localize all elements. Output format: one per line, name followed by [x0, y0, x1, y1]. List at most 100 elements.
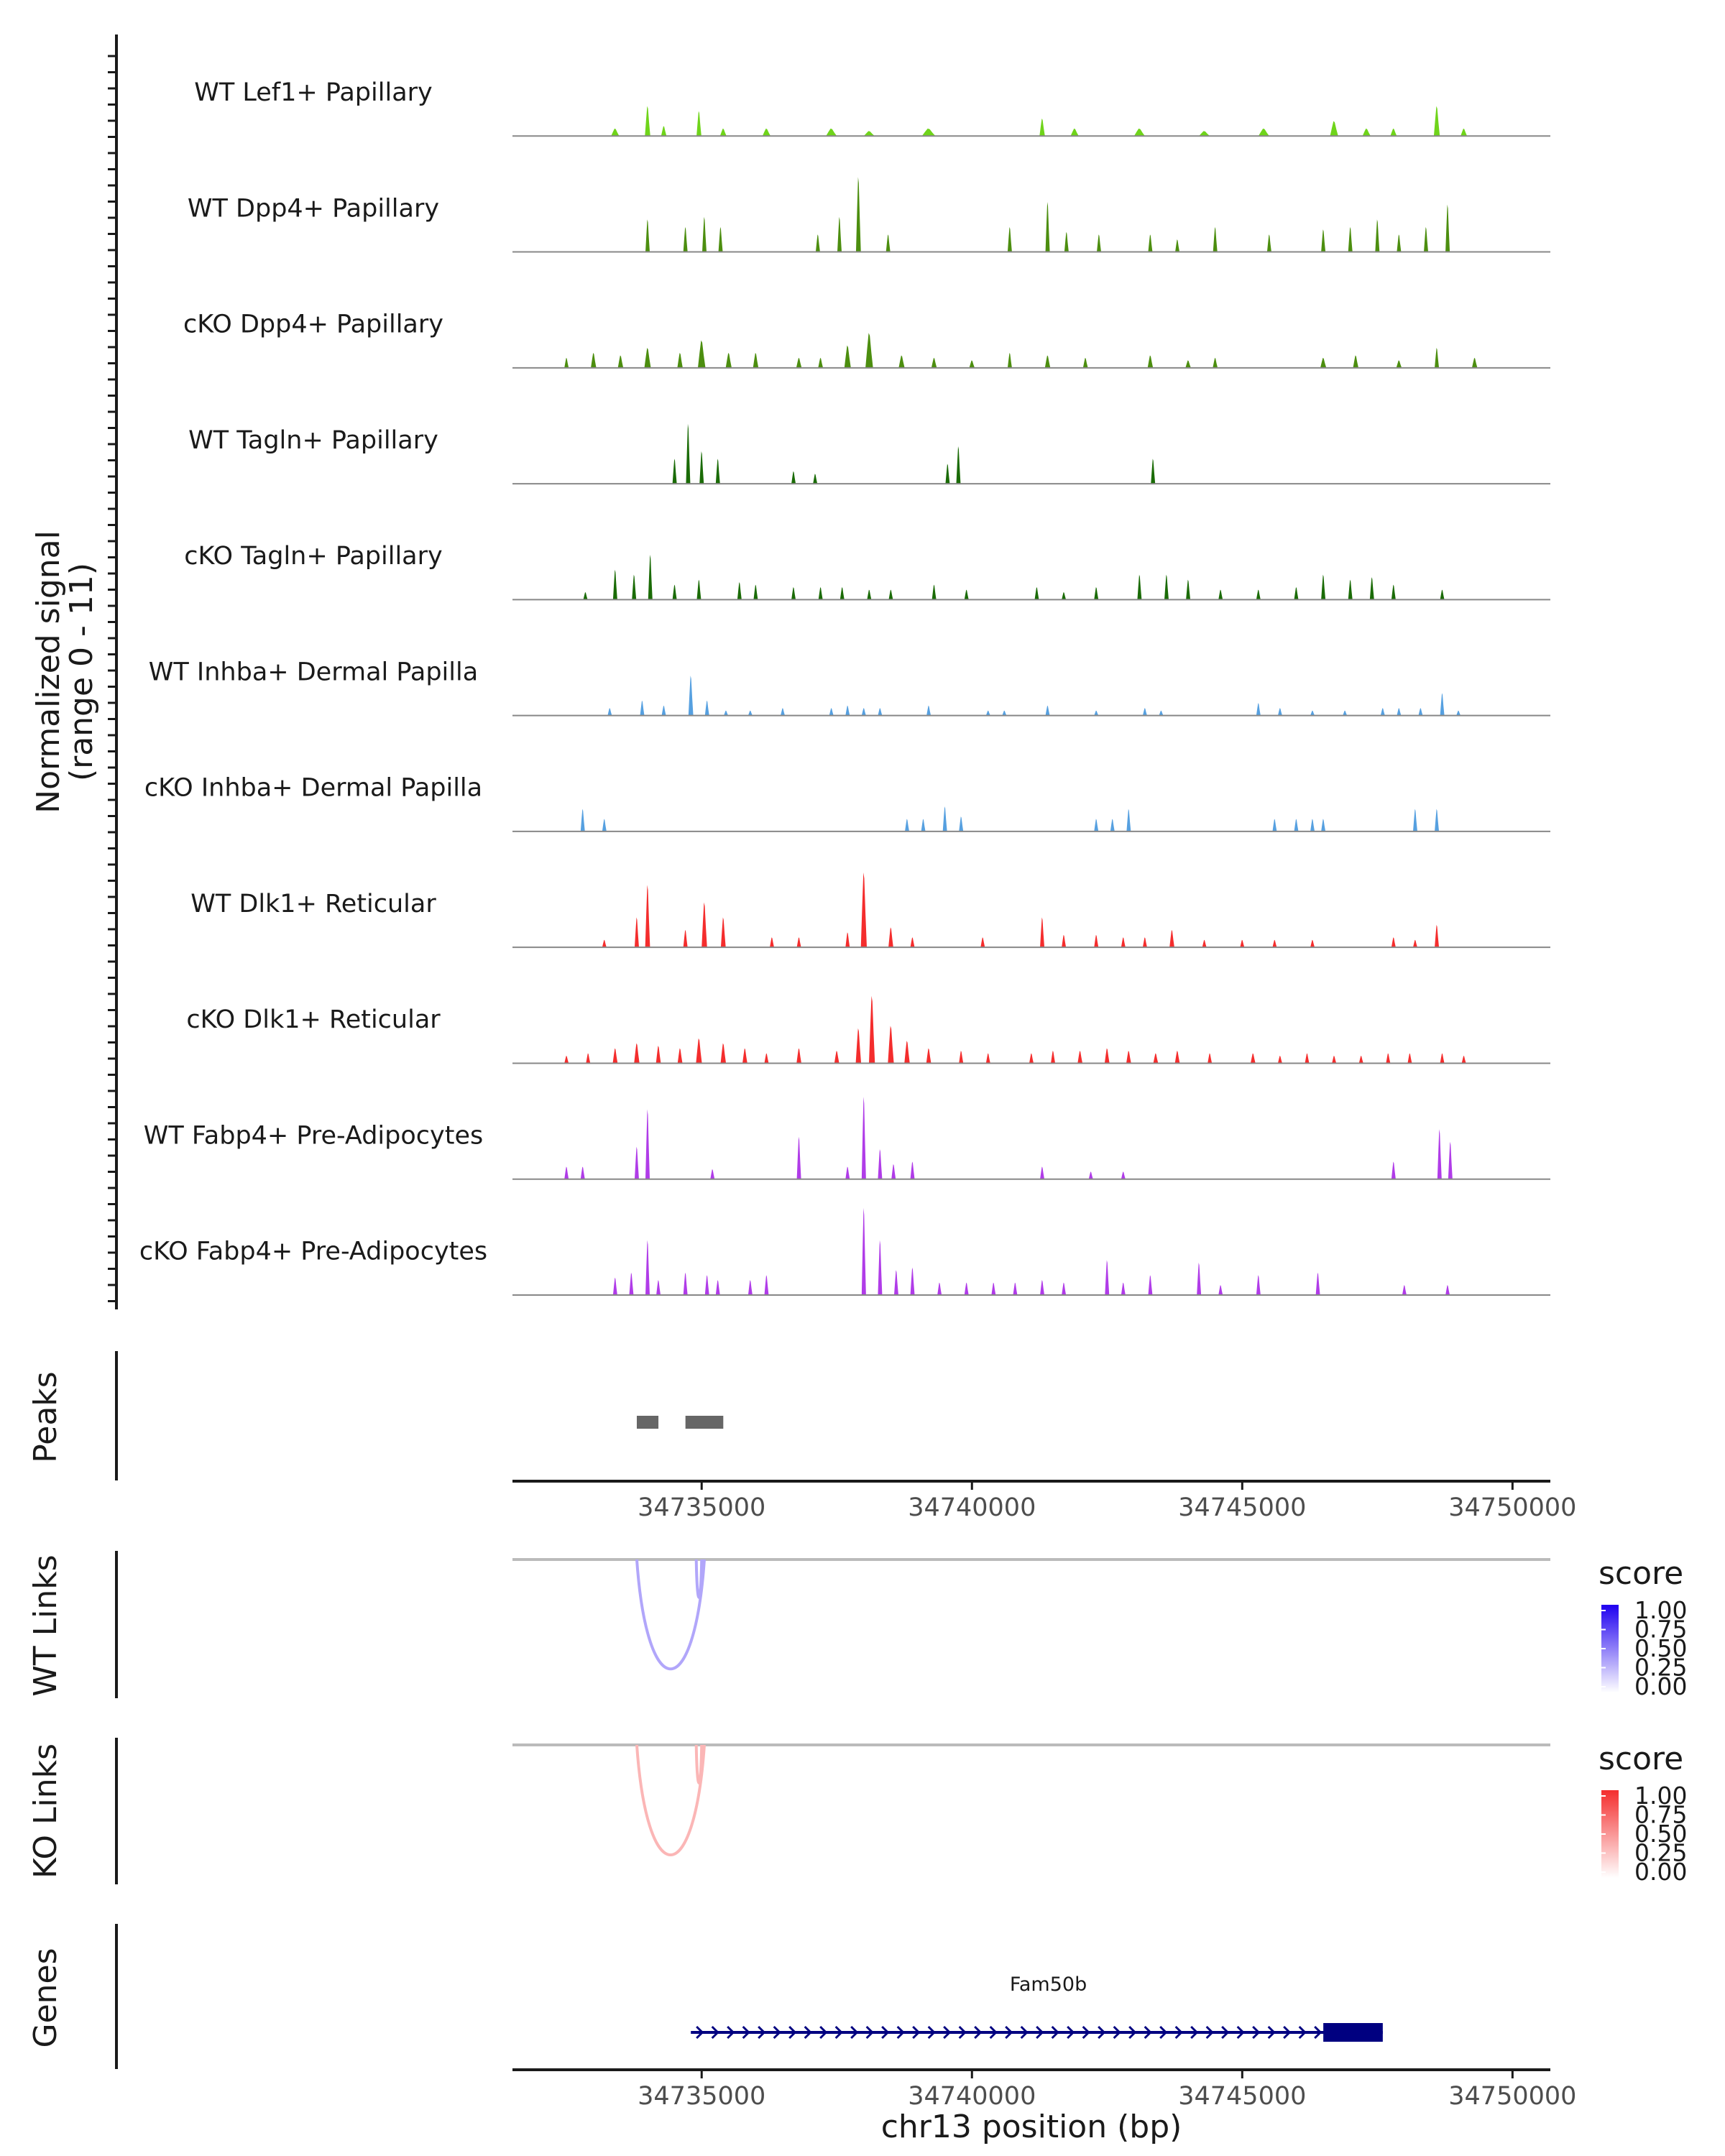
coverage-peak	[611, 128, 620, 137]
strand-chevron	[1020, 2025, 1029, 2040]
coverage-peak	[753, 352, 759, 368]
track-label: WT Tagln+ Papillary	[188, 426, 438, 455]
coverage-peak	[764, 1053, 769, 1064]
strand-chevron	[819, 2025, 828, 2040]
coverage-peak	[644, 348, 651, 368]
strand-chevron	[834, 2025, 843, 2040]
coverage-peak	[1002, 710, 1007, 716]
link-arc	[694, 1744, 704, 1784]
strand-chevron	[711, 2025, 719, 2040]
coverage-peak	[1094, 934, 1099, 948]
legend-tick-label: 0.75	[1634, 1801, 1687, 1829]
track-wt-tagln-papillary: WT Tagln+ Papillary	[188, 423, 1550, 485]
coverage-peak	[1082, 357, 1088, 368]
coverage-peak	[699, 451, 704, 484]
coverage-peak	[564, 357, 569, 368]
coverage-peak	[688, 676, 694, 716]
strand-chevron	[1067, 2025, 1075, 2040]
coverage-peak	[602, 939, 607, 948]
legend-tick-label: 0.25	[1634, 1839, 1687, 1867]
coverage-peak	[1039, 118, 1045, 137]
coverage-peak	[1418, 708, 1423, 716]
coverage-peak	[834, 1051, 840, 1064]
x-axis-top-ticks: 34735000 34740000 34745000 34750000	[638, 1481, 1576, 1522]
coverage-peak	[1256, 1275, 1261, 1295]
coverage-peak	[1321, 819, 1326, 831]
coverage-peak	[583, 591, 588, 600]
coverage-peak	[855, 1028, 862, 1064]
coverage-peak	[1121, 937, 1126, 948]
strand-chevron	[1113, 2025, 1121, 2040]
strand-chevron	[1174, 2025, 1183, 2040]
strand-chevron	[912, 2025, 921, 2040]
coverage-peak	[1435, 924, 1440, 948]
coverage-peak	[704, 700, 709, 716]
legend-tick-label: 1.00	[1634, 1596, 1687, 1624]
strand-chevron	[1221, 2025, 1230, 2040]
ko-links-legend: score 1.000.750.500.250.00	[1598, 1741, 1687, 1886]
strand-chevron	[974, 2025, 983, 2040]
coverage-peak	[910, 937, 915, 948]
coverage-peak	[612, 1277, 617, 1295]
coverage-peak	[878, 708, 883, 716]
coverage-peak	[921, 819, 926, 831]
coverage-peak	[945, 464, 950, 484]
coverage-peak	[634, 1146, 639, 1179]
coverage-peak	[937, 1282, 942, 1295]
track-label: WT Lef1+ Papillary	[194, 78, 433, 107]
coverage-peak	[910, 1161, 915, 1179]
strand-chevron	[989, 2025, 998, 2040]
coverage-peak	[991, 1282, 996, 1295]
track-label: cKO Fabp4+ Pre-Adipocytes	[139, 1238, 487, 1266]
coverage-peak	[861, 1207, 866, 1295]
coverage-peak	[1258, 128, 1269, 137]
strand-chevron	[1267, 2025, 1276, 2040]
peak-region	[685, 1416, 724, 1429]
track-label: WT Inhba+ Dermal Papilla	[149, 658, 478, 686]
gene-fam50b: Fam50b	[691, 1973, 1383, 2042]
coverage-peak	[888, 1026, 894, 1064]
coverage-peak	[781, 708, 786, 716]
coverage-peak	[1391, 937, 1396, 948]
coverage-peak	[1147, 355, 1154, 368]
coverage-peak	[1126, 1051, 1131, 1064]
coverage-panel: WT Lef1+ Papillary WT Dpp4+ Papillary cKO …	[30, 34, 1550, 1309]
coverage-peak	[1218, 1285, 1223, 1295]
track-wt-fabp4-pre-adipocytes: WT Fabp4+ Pre-Adipocytes	[144, 1097, 1550, 1180]
strand-chevron	[896, 2025, 905, 2040]
coverage-peak	[1064, 231, 1069, 252]
x-tick-label: 34740000	[908, 2082, 1036, 2111]
x-axis-bottom-ticks: 34735000 34740000 34745000 34750000	[638, 2070, 1576, 2111]
coverage-peak	[1159, 710, 1164, 716]
wt-links-legend: score 1.000.750.500.250.00	[1598, 1555, 1687, 1700]
track-cko-dlk1-reticular: cKO Dlk1+ Reticular	[186, 995, 1550, 1064]
coverage-peak	[813, 474, 818, 484]
legend-tick-label: 0.00	[1634, 1672, 1687, 1700]
strand-chevron	[1051, 2025, 1059, 2040]
coverage-peak	[607, 708, 612, 716]
coverage-peak	[845, 1166, 850, 1179]
coverage-peak	[865, 333, 873, 368]
coverage-peak	[564, 1166, 569, 1179]
coverage-peak	[1277, 1056, 1282, 1064]
strand-chevron	[958, 2025, 967, 2040]
coverage-peak	[702, 902, 707, 948]
coverage-peak	[1208, 1053, 1213, 1064]
coverage-peak	[1380, 708, 1385, 716]
coverage-peak	[1390, 128, 1397, 137]
coverage-peak	[796, 1048, 801, 1064]
coverage-peak	[1199, 131, 1210, 137]
coverage-peak	[1213, 226, 1218, 252]
coverage-peak	[855, 177, 861, 252]
coverage-peak	[1202, 939, 1207, 948]
coverage-peak	[1034, 587, 1039, 600]
coverage-peak	[791, 471, 796, 484]
coverage-peak	[1094, 819, 1099, 831]
coverage-peak	[1353, 355, 1359, 368]
strand-chevron	[742, 2025, 750, 2040]
coverage-peak	[661, 126, 667, 137]
coverage-peak	[1029, 1053, 1034, 1064]
track-cko-fabp4-pre-adipocytes: cKO Fabp4+ Pre-Adipocytes	[139, 1207, 1550, 1296]
x-tick-label: 34745000	[1178, 1493, 1306, 1522]
